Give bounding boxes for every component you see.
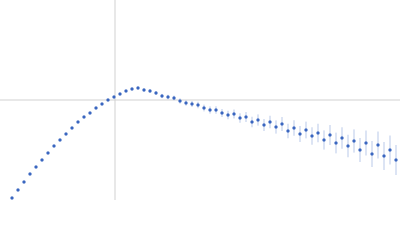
data-point [118, 92, 122, 96]
data-point [148, 89, 152, 93]
data-point [40, 158, 44, 162]
data-point [388, 148, 392, 152]
data-point [172, 96, 176, 100]
data-point [58, 138, 62, 142]
data-point [52, 144, 56, 148]
data-point [268, 120, 272, 124]
data-point [256, 118, 260, 122]
data-point [274, 125, 278, 129]
data-point [34, 165, 38, 169]
data-point [142, 88, 146, 92]
data-point [310, 134, 314, 138]
data-point [232, 112, 236, 116]
data-point [370, 152, 374, 156]
data-point [358, 148, 362, 152]
data-point [298, 132, 302, 136]
data-point [286, 129, 290, 133]
data-point [106, 98, 110, 102]
data-point [154, 91, 158, 95]
data-point [124, 89, 128, 93]
data-point [346, 144, 350, 148]
data-point [214, 108, 218, 112]
data-point [250, 120, 254, 124]
data-point [88, 111, 92, 115]
data-point [166, 95, 170, 99]
data-point [160, 94, 164, 98]
data-point [340, 136, 344, 140]
data-point [196, 103, 200, 107]
data-point [178, 99, 182, 103]
data-point [220, 111, 224, 115]
data-point [64, 132, 68, 136]
data-point [16, 188, 20, 192]
data-point [76, 120, 80, 124]
data-point [130, 87, 134, 91]
data-point [136, 86, 140, 90]
data-point [82, 115, 86, 119]
data-point [184, 101, 188, 105]
data-point [100, 102, 104, 106]
data-point [70, 126, 74, 130]
data-point [376, 143, 380, 147]
data-point [304, 128, 308, 132]
data-point [292, 126, 296, 130]
data-point [328, 133, 332, 137]
data-point [10, 196, 14, 200]
data-point [334, 141, 338, 145]
data-point [112, 95, 116, 99]
data-point [244, 115, 248, 119]
data-point [46, 151, 50, 155]
data-point [316, 131, 320, 135]
data-point [352, 139, 356, 143]
data-point [208, 108, 212, 112]
data-point [364, 141, 368, 145]
data-point [394, 158, 398, 162]
data-point [262, 123, 266, 127]
data-point [202, 106, 206, 110]
data-point [94, 106, 98, 110]
data-point [280, 122, 284, 126]
data-point [22, 180, 26, 184]
data-point [190, 102, 194, 106]
data-point [238, 116, 242, 120]
data-point [226, 113, 230, 117]
data-point [28, 172, 32, 176]
data-point [382, 154, 386, 158]
data-point [322, 138, 326, 142]
chart [0, 0, 400, 200]
